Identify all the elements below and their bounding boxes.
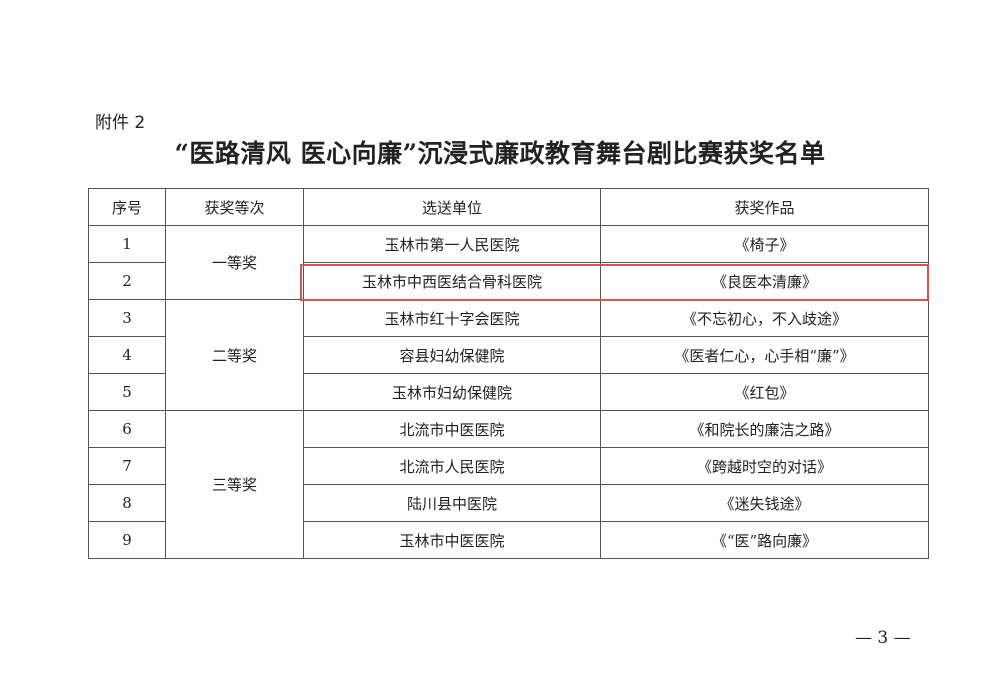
- table-row: 4 容县妇幼保健院 《医者仁心，心手相“廉”》: [88, 336, 929, 374]
- row-no: 7: [88, 447, 166, 485]
- award-level: 一等奖: [165, 225, 304, 300]
- row-work: 《跨越时空的对话》: [600, 447, 929, 485]
- award-level: 二等奖: [165, 299, 304, 411]
- row-unit: 玉林市中西医结合骨科医院: [303, 262, 601, 300]
- row-work: 《“医”路向廉》: [600, 521, 929, 559]
- page-number: — 3 —: [855, 628, 911, 648]
- award-level: 三等奖: [165, 410, 304, 559]
- row-work: 《红包》: [600, 373, 929, 411]
- award-table: 序号 获奖等次 选送单位 获奖作品 1 一等奖 玉林市第一人民医院 《椅子》 2…: [88, 188, 929, 559]
- row-work: 《医者仁心，心手相“廉”》: [600, 336, 929, 374]
- table-header-row: 序号 获奖等次 选送单位 获奖作品: [88, 188, 929, 226]
- table-row: 3 二等奖 玉林市红十字会医院 《不忘初心，不入歧途》: [88, 299, 929, 411]
- row-work: 《良医本清廉》: [600, 262, 929, 300]
- row-no: 5: [88, 373, 166, 411]
- row-unit: 陆川县中医院: [303, 484, 601, 522]
- row-unit: 北流市人民医院: [303, 447, 601, 485]
- attachment-label: 附件 2: [95, 113, 146, 133]
- row-no: 6: [88, 410, 166, 448]
- row-work: 《和院长的廉洁之路》: [600, 410, 929, 448]
- header-unit: 选送单位: [303, 188, 601, 226]
- table-row: 6 三等奖 北流市中医医院 《和院长的廉洁之路》: [88, 410, 929, 559]
- row-no: 1: [88, 225, 166, 263]
- header-level: 获奖等次: [165, 188, 304, 226]
- row-work: 《不忘初心，不入歧途》: [600, 299, 929, 337]
- row-no: 9: [88, 521, 166, 559]
- table-row: 7 北流市人民医院 《跨越时空的对话》: [88, 447, 929, 485]
- row-work: 《迷失钱途》: [600, 484, 929, 522]
- row-no: 2: [88, 262, 166, 300]
- header-no: 序号: [88, 188, 166, 226]
- row-unit: 玉林市红十字会医院: [303, 299, 601, 337]
- table-row: 8 陆川县中医院 《迷失钱途》: [88, 484, 929, 522]
- row-work: 《椅子》: [600, 225, 929, 263]
- row-unit: 玉林市妇幼保健院: [303, 373, 601, 411]
- row-no: 8: [88, 484, 166, 522]
- row-unit: 玉林市第一人民医院: [303, 225, 601, 263]
- row-unit: 容县妇幼保健院: [303, 336, 601, 374]
- row-no: 3: [88, 299, 166, 337]
- row-no: 4: [88, 336, 166, 374]
- table-row: 2 玉林市中西医结合骨科医院 《良医本清廉》: [88, 262, 929, 300]
- table-row: 1 一等奖 玉林市第一人民医院 《椅子》: [88, 225, 929, 300]
- table-row: 9 玉林市中医医院 《“医”路向廉》: [88, 521, 929, 559]
- page-title: “医路清风 医心向廉”沉浸式廉政教育舞台剧比赛获奖名单: [174, 139, 826, 168]
- row-unit: 玉林市中医医院: [303, 521, 601, 559]
- header-work: 获奖作品: [600, 188, 929, 226]
- row-unit: 北流市中医医院: [303, 410, 601, 448]
